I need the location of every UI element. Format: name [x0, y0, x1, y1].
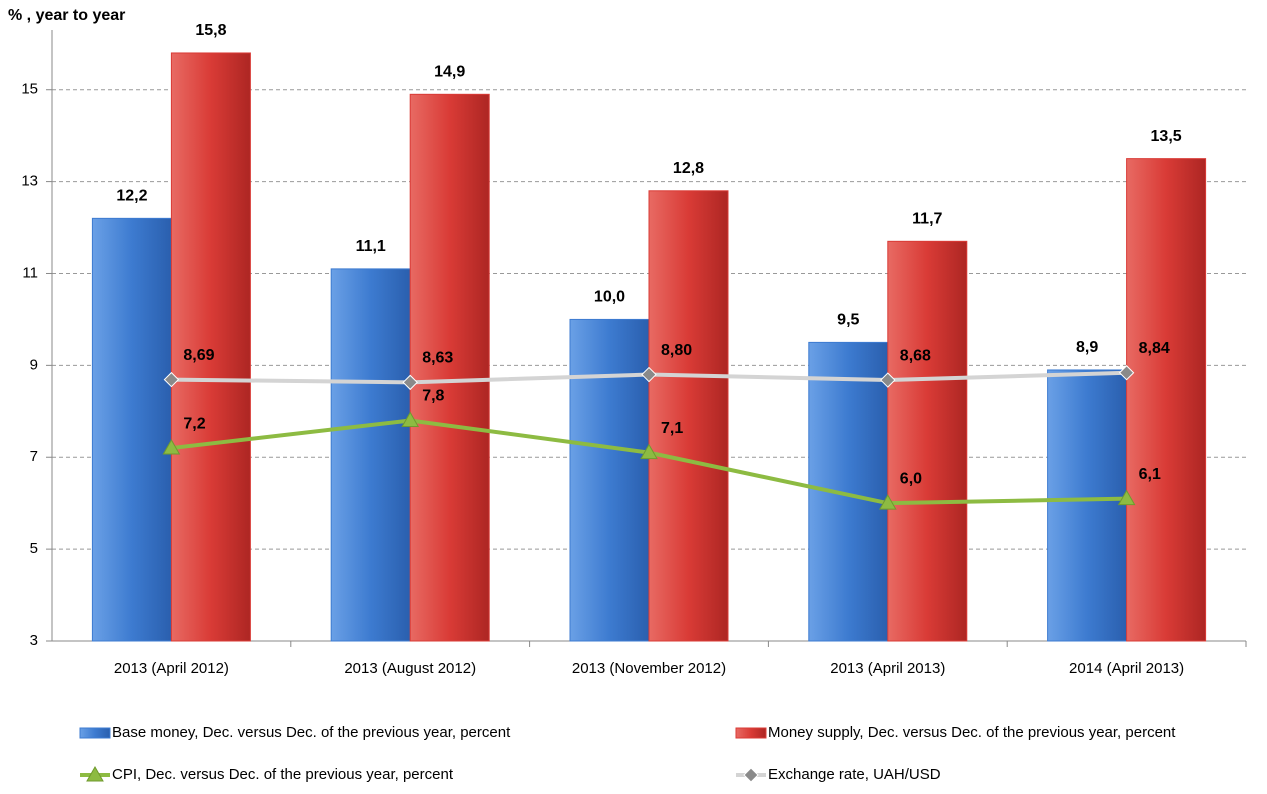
- bar: [808, 341, 889, 642]
- x-tick-label: 2014 (April 2013): [1069, 660, 1184, 677]
- data-label: 13,5: [1151, 128, 1182, 145]
- legend-label: Money supply, Dec. versus Dec. of the pr…: [768, 724, 1176, 741]
- data-label: 7,1: [661, 420, 683, 437]
- point: [1118, 365, 1135, 381]
- data-label: 8,68: [900, 347, 931, 364]
- bar: [330, 268, 411, 642]
- legend-marker: [86, 765, 104, 782]
- y-tick-label: 15: [21, 81, 38, 98]
- y-tick-label: 5: [30, 540, 38, 557]
- y-tick-label: 9: [30, 356, 38, 373]
- point: [640, 443, 658, 460]
- data-label: 11,1: [356, 238, 386, 255]
- bar: [648, 190, 729, 642]
- point: [162, 439, 181, 455]
- data-label: 7,8: [422, 388, 444, 405]
- bar: [91, 217, 172, 642]
- y-tick-label: 3: [30, 632, 38, 649]
- point: [163, 371, 180, 388]
- data-label: 8,63: [422, 350, 453, 367]
- legend-label: CPI, Dec. versus Dec. of the previous ye…: [112, 766, 454, 783]
- point: [1117, 489, 1136, 506]
- bar: [887, 240, 968, 642]
- data-label: 12,2: [116, 188, 147, 205]
- data-label: 8,84: [1139, 340, 1170, 357]
- data-label: 7,2: [183, 415, 205, 432]
- data-label: 15,8: [195, 22, 226, 39]
- x-tick-label: 2013 (November 2012): [572, 660, 726, 677]
- data-label: 12,8: [673, 160, 704, 177]
- legend-label: Base money, Dec. versus Dec. of the prev…: [112, 724, 511, 741]
- y-tick-label: 13: [21, 173, 38, 190]
- y-axis-label: % , year to year: [8, 7, 125, 24]
- bar: [1126, 158, 1207, 642]
- x-tick-label: 2013 (August 2012): [344, 660, 476, 677]
- point: [880, 372, 896, 388]
- bar: [1047, 369, 1128, 642]
- data-label: 8,69: [183, 347, 214, 364]
- point: [641, 366, 657, 383]
- y-tick-label: 7: [30, 448, 38, 465]
- point: [878, 494, 897, 510]
- data-label: 9,5: [837, 312, 859, 329]
- x-tick-label: 2013 (April 2013): [830, 660, 945, 677]
- data-label: 8,9: [1076, 339, 1098, 356]
- legend-label: Exchange rate, UAH/USD: [768, 766, 941, 783]
- data-label: 8,80: [661, 342, 692, 359]
- point: [401, 411, 420, 427]
- data-label: 14,9: [434, 64, 465, 81]
- point: [402, 374, 418, 391]
- data-label: 6,0: [900, 470, 922, 487]
- data-label: 10,0: [594, 289, 625, 306]
- y-tick-label: 11: [22, 264, 38, 281]
- x-tick-label: 2013 (April 2012): [114, 660, 229, 677]
- data-label: 6,1: [1139, 466, 1161, 483]
- bar: [170, 52, 251, 642]
- legend-swatch: [79, 727, 111, 739]
- legend-swatch: [735, 727, 767, 739]
- bar: [569, 318, 650, 642]
- bar: [409, 93, 490, 642]
- legend-marker: [743, 767, 759, 783]
- data-label: 11,7: [912, 211, 942, 228]
